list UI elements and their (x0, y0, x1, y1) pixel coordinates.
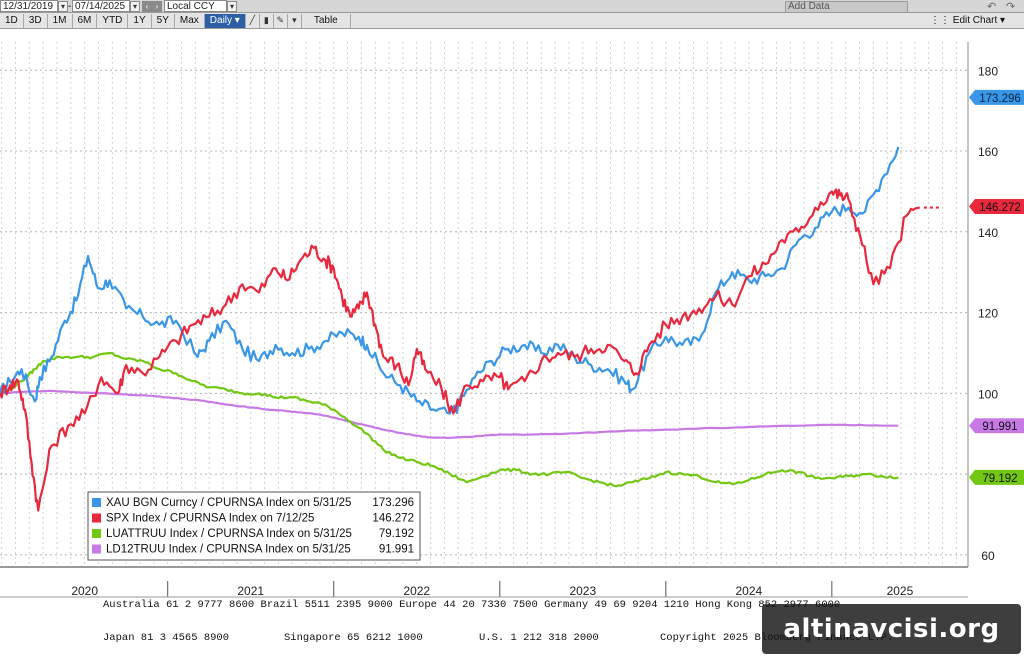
legend-swatch (92, 544, 101, 554)
y-tick-label: 120 (978, 307, 998, 321)
range-button-5y[interactable]: 5Y (152, 13, 175, 28)
range-button-ytd[interactable]: YTD (97, 13, 129, 28)
end-date-field[interactable]: 07/14/2025 (72, 0, 130, 12)
range-button-1y[interactable]: 1Y (128, 13, 152, 28)
y-tick-label: 180 (978, 64, 998, 78)
series-line-0 (0, 146, 900, 415)
legend-entry-value: 146.272 (372, 513, 414, 525)
y-axis: 6080100120140160180 (967, 42, 998, 567)
start-date-picker-icon[interactable]: ▾ (58, 0, 68, 12)
x-tick-label: 2022 (403, 584, 430, 598)
series-line-3 (0, 389, 899, 440)
legend-entry-label: LD12TRUU Index / CPURNSA Index on 5/31/2… (106, 544, 351, 556)
legend-box (87, 491, 421, 561)
last-value-tag-shape (969, 469, 1024, 485)
last-value-label: 146.272 (979, 202, 1021, 214)
chart-settings-icon[interactable]: ▾ (1000, 15, 1006, 26)
scroll-right-icon[interactable]: › (152, 0, 162, 12)
last-value-tag: 146.272 (969, 198, 1024, 214)
range-button-1m[interactable]: 1M (48, 13, 73, 28)
x-tick-label: 2020 (71, 584, 98, 598)
currency-dropdown-icon[interactable]: ▾ (227, 0, 237, 12)
last-value-tag-shape (969, 418, 1024, 434)
date-toolbar: 12/31/2019 ▾ - 07/14/2025 ▾ ‹ › Local CC… (0, 0, 1024, 13)
range-button-max[interactable]: Max (175, 13, 205, 28)
last-value-tags: 173.296 146.272 79.192 91.991 (969, 89, 1024, 485)
legend-entry-label: LUATTRUU Index / CPURNSA Index on 5/31/2… (106, 528, 352, 540)
footer-contacts-us: U.S. 1 212 318 2000 (479, 632, 599, 644)
last-value-tag: 79.192 (969, 469, 1024, 485)
series-line-1 (0, 188, 920, 512)
redo-icon[interactable]: ↷ (1006, 1, 1016, 13)
currency-select[interactable]: Local CCY (164, 0, 227, 12)
edit-chart-label: Edit Chart (952, 15, 998, 26)
legend-swatch (92, 498, 101, 507)
y-tick-label: 60 (981, 549, 995, 563)
range-button-6m[interactable]: 6M (73, 13, 98, 28)
x-tick-label: 2023 (569, 584, 596, 598)
edit-chart-icon: ⋮⋮ (930, 15, 950, 26)
x-tick-label: 2021 (237, 584, 264, 598)
table-button[interactable]: Table (302, 13, 351, 28)
legend: XAU BGN Curncy / CPURNSA Index on 5/31/2… (87, 491, 421, 561)
last-value-tag: 91.991 (969, 418, 1024, 433)
chart-type-bar-icon[interactable]: ▮ (260, 13, 274, 28)
edit-chart-button[interactable]: ⋮⋮ Edit Chart ▾ (930, 13, 1005, 28)
watermark: altinavcisi.org (762, 604, 1021, 654)
frequency-select[interactable]: Daily ▾ (204, 13, 246, 28)
last-value-label: 173.296 (979, 93, 1021, 105)
last-value-label: 79.192 (982, 473, 1017, 485)
footer-contacts-japan: Japan 81 3 4565 8900 (103, 632, 230, 644)
range-button-3d[interactable]: 3D (24, 13, 48, 28)
x-axis: 2020 2021 2022 2023 2024 2025 (0, 566, 968, 598)
date-range-dash: - (68, 0, 72, 12)
last-value-tag: 173.296 (969, 89, 1024, 105)
last-value-tag-shape (969, 198, 1024, 214)
undo-icon[interactable]: ↶ (987, 1, 997, 13)
start-date-field[interactable]: 12/31/2019 (0, 0, 58, 12)
series-lines (0, 146, 942, 512)
last-value-tag-shape (969, 89, 1024, 105)
legend-swatch (92, 529, 101, 538)
last-value-label: 91.991 (982, 421, 1017, 433)
series-line-2 (0, 351, 899, 488)
annotate-icon[interactable]: ✎ (274, 13, 288, 28)
legend-entry-value: 91.991 (379, 544, 414, 556)
legend-entry-label: XAU BGN Curncy / CPURNSA Index on 5/31/2… (106, 497, 351, 509)
frequency-label: Daily (209, 14, 233, 26)
y-tick-label: 100 (978, 387, 998, 401)
more-options-icon[interactable]: ▾ (288, 13, 302, 28)
legend-entry-value: 79.192 (379, 528, 414, 540)
add-data-input[interactable]: Add Data (785, 1, 908, 13)
chart-grid (0, 42, 968, 567)
chart-type-line-icon[interactable]: ╱ (246, 13, 260, 28)
y-tick-label: 160 (978, 145, 998, 159)
end-date-picker-icon[interactable]: ▾ (130, 0, 140, 12)
range-button-1d[interactable]: 1D (0, 13, 24, 28)
chart-toolbar: 1D 3D 1M 6M YTD 1Y 5Y Max Daily ▾ ╱ ▮ ✎ … (0, 13, 1024, 29)
legend-entry-label: SPX Index / CPURNSA Index on 7/12/25 (106, 513, 314, 525)
scroll-left-icon[interactable]: ‹ (142, 0, 152, 12)
footer-contacts-singapore: Singapore 65 6212 1000 (284, 632, 423, 644)
legend-swatch (92, 513, 101, 523)
legend-entry-value: 173.296 (372, 497, 414, 509)
y-tick-label: 140 (978, 226, 998, 240)
x-tick-label: 2025 (887, 584, 914, 598)
x-tick-label: 2024 (735, 584, 762, 598)
